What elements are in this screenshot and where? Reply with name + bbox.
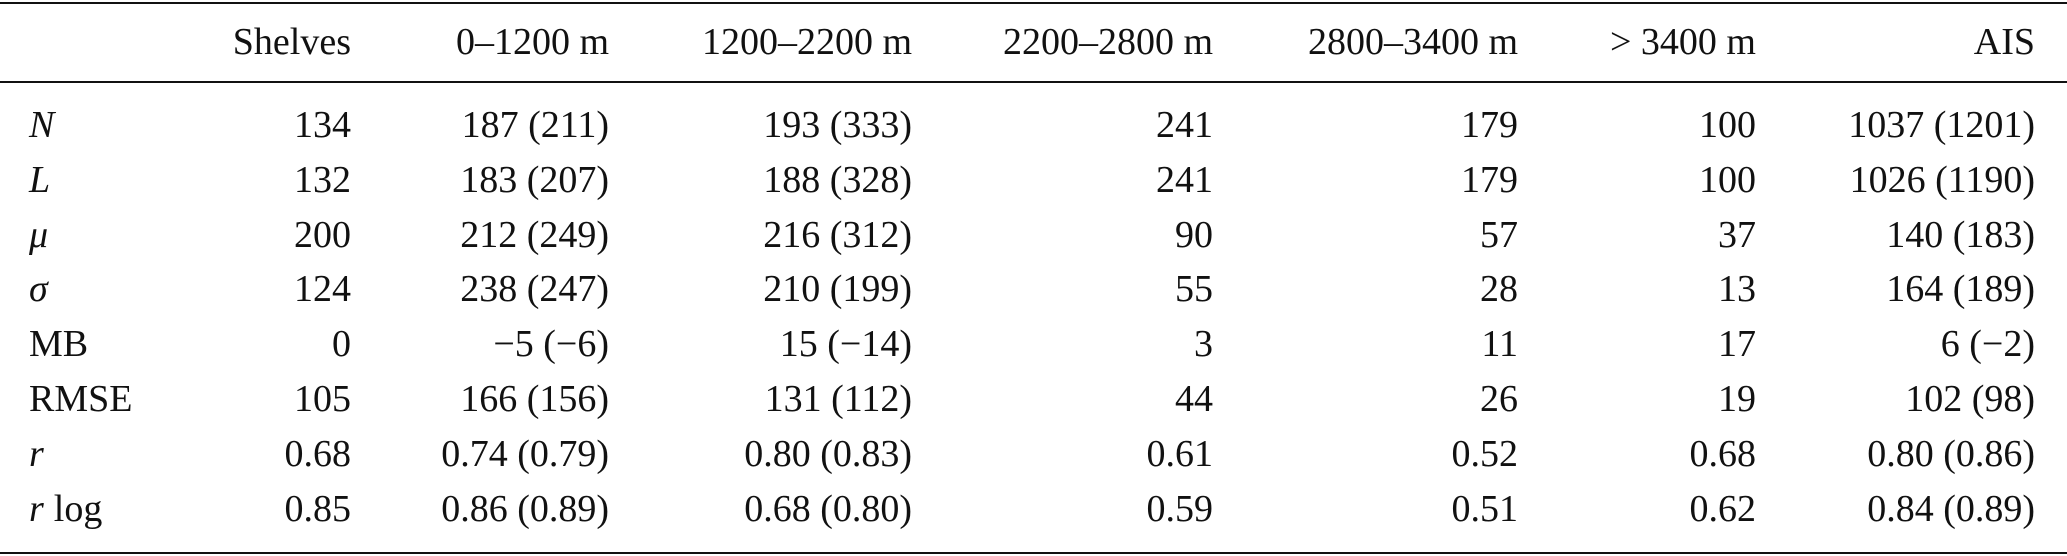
cell: 124 xyxy=(294,268,351,311)
cell: 44 xyxy=(1175,378,1213,420)
cell: 1026 (1190) xyxy=(1849,158,2035,201)
row-label: σ xyxy=(29,268,48,311)
cell: 55 xyxy=(1175,268,1213,311)
cell: 0.85 xyxy=(284,487,352,530)
cell: 100 xyxy=(1699,104,1756,146)
cell: 134 xyxy=(294,104,351,146)
cell: 241 xyxy=(1156,104,1213,146)
cell: 0.51 xyxy=(1451,487,1519,530)
cell: 179 xyxy=(1461,104,1518,146)
row-label: L xyxy=(29,158,51,201)
cell: 17 xyxy=(1718,323,1756,366)
top-rule xyxy=(0,2,2067,4)
cell: 0.62 xyxy=(1689,487,1757,530)
cell: 210 (199) xyxy=(763,268,912,311)
cell: 0.59 xyxy=(1146,487,1214,530)
cell: 187 (211) xyxy=(461,104,609,146)
cell: 0.68 xyxy=(284,432,352,475)
cell: 19 xyxy=(1718,378,1756,420)
row-label: μ xyxy=(29,213,49,256)
cell: 166 (156) xyxy=(460,378,609,420)
cell: 0.86 (0.89) xyxy=(441,487,609,530)
cell: 90 xyxy=(1175,213,1213,256)
cell: 6 (−2) xyxy=(1940,323,2035,366)
cell: 100 xyxy=(1699,158,1756,201)
cell: 200 xyxy=(294,213,351,256)
row-label: r xyxy=(29,487,44,530)
column-header: Shelves xyxy=(232,21,351,63)
column-header: 2800–3400 m xyxy=(1307,21,1518,63)
cell: 164 (189) xyxy=(1886,268,2035,311)
cell: 3 xyxy=(1194,323,1213,366)
row-label: MB xyxy=(29,323,89,366)
cell: 28 xyxy=(1480,268,1518,311)
cell: 57 xyxy=(1480,213,1518,256)
cell: 216 (312) xyxy=(763,213,912,256)
cell: 140 (183) xyxy=(1886,213,2035,256)
cell: 183 (207) xyxy=(460,158,609,201)
cell: 13 xyxy=(1718,268,1756,311)
cell: 179 xyxy=(1461,158,1518,201)
column-header: 1200–2200 m xyxy=(701,21,912,63)
column-header: 0–1200 m xyxy=(455,21,609,63)
column-header: 2200–2800 m xyxy=(1002,21,1213,63)
cell: 37 xyxy=(1718,213,1756,256)
cell: 0.84 (0.89) xyxy=(1867,487,2035,530)
cell: 0.68 (0.80) xyxy=(744,487,912,530)
row-label: N xyxy=(29,104,55,146)
cell: 131 (112) xyxy=(764,378,912,420)
cell: 193 (333) xyxy=(763,104,912,146)
cell: 0.74 (0.79) xyxy=(441,432,609,475)
cell: 0.61 xyxy=(1146,432,1214,475)
cell: 102 (98) xyxy=(1905,378,2035,420)
cell: 241 xyxy=(1156,158,1213,201)
cell: 0.80 (0.86) xyxy=(1867,432,2035,475)
cell: 26 xyxy=(1480,378,1518,420)
cell: 105 xyxy=(294,378,351,420)
cell: 238 (247) xyxy=(460,268,609,311)
cell: 0.68 xyxy=(1689,432,1757,475)
cell: 188 (328) xyxy=(763,158,912,201)
cell: −5 (−6) xyxy=(493,323,609,366)
bottom-rule xyxy=(0,552,2067,554)
cell: 0.80 (0.83) xyxy=(744,432,912,475)
cell: 15 (−14) xyxy=(779,323,912,366)
column-header: AIS xyxy=(1973,21,2035,63)
cell: 132 xyxy=(294,158,351,201)
row-label: log xyxy=(53,487,103,530)
cell: 0.52 xyxy=(1451,432,1519,475)
cell: 212 (249) xyxy=(460,213,609,256)
cell: 0 xyxy=(332,323,351,366)
row-label: RMSE xyxy=(29,378,133,420)
cell: 1037 (1201) xyxy=(1848,104,2035,146)
mid-rule xyxy=(0,81,2067,83)
cell: 11 xyxy=(1481,323,1518,366)
column-header: > 3400 m xyxy=(1610,21,1756,63)
row-label: r xyxy=(29,432,44,475)
